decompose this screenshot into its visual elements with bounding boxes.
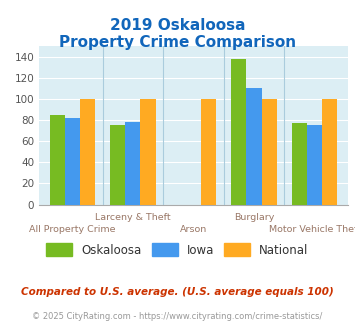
Bar	[201, 99, 216, 205]
Bar	[80, 99, 95, 205]
Bar	[307, 125, 322, 205]
Text: Compared to U.S. average. (U.S. average equals 100): Compared to U.S. average. (U.S. average …	[21, 287, 334, 297]
Text: Larceny & Theft: Larceny & Theft	[95, 213, 171, 222]
Bar	[125, 122, 141, 205]
Bar	[65, 118, 80, 205]
Text: Arson: Arson	[180, 225, 207, 234]
Bar	[110, 125, 125, 205]
Bar	[322, 99, 337, 205]
Bar	[231, 59, 246, 205]
Legend: Oskaloosa, Iowa, National: Oskaloosa, Iowa, National	[42, 239, 313, 261]
Bar	[292, 123, 307, 205]
Bar	[262, 99, 277, 205]
Text: Burglary: Burglary	[234, 213, 274, 222]
Text: All Property Crime: All Property Crime	[29, 225, 116, 234]
Text: © 2025 CityRating.com - https://www.cityrating.com/crime-statistics/: © 2025 CityRating.com - https://www.city…	[32, 312, 323, 321]
Bar	[246, 88, 262, 205]
Text: 2019 Oskaloosa: 2019 Oskaloosa	[110, 18, 245, 33]
Text: Property Crime Comparison: Property Crime Comparison	[59, 35, 296, 50]
Text: Motor Vehicle Theft: Motor Vehicle Theft	[269, 225, 355, 234]
Bar	[50, 115, 65, 205]
Bar	[141, 99, 155, 205]
